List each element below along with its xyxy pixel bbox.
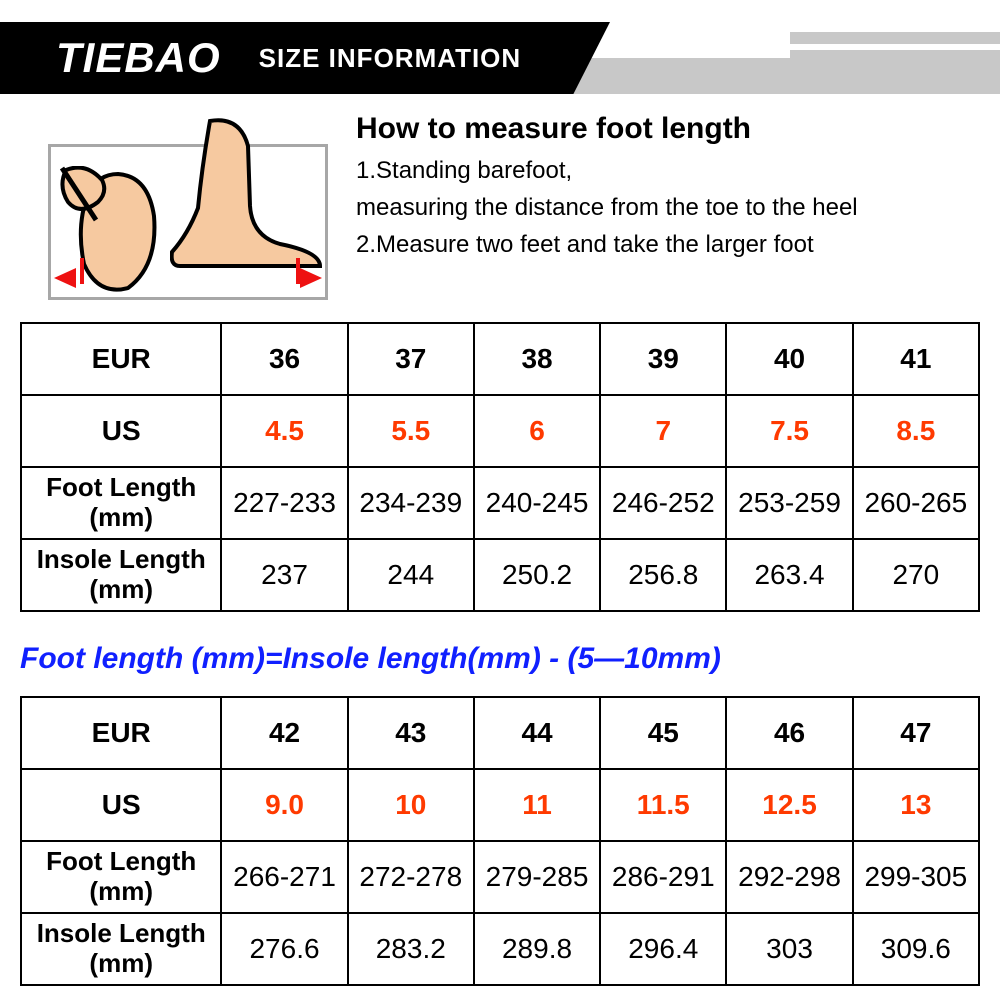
us-value: 10 [348, 769, 474, 841]
eur-value: 47 [853, 697, 979, 769]
table-row: Foot Length(mm) 227-233 234-239 240-245 … [21, 467, 979, 539]
eur-value: 37 [348, 323, 474, 395]
foot-length-value: 266-271 [221, 841, 347, 913]
header-subtitle: SIZE INFORMATION [259, 43, 522, 74]
insole-length-value: 270 [853, 539, 979, 611]
us-value: 6 [474, 395, 600, 467]
insole-length-value: 289.8 [474, 913, 600, 985]
eur-value: 38 [474, 323, 600, 395]
eur-value: 45 [600, 697, 726, 769]
foot-length-value: 286-291 [600, 841, 726, 913]
us-label: US [21, 395, 221, 467]
eur-label: EUR [21, 323, 221, 395]
insole-length-value: 244 [348, 539, 474, 611]
marker-tick-right [296, 258, 300, 284]
foot-length-label: Foot Length(mm) [21, 467, 221, 539]
foot-illustration [0, 106, 356, 306]
eur-value: 39 [600, 323, 726, 395]
eur-value: 41 [853, 323, 979, 395]
us-value: 4.5 [221, 395, 347, 467]
insole-length-label: Insole Length(mm) [21, 913, 221, 985]
marker-arrow-right-icon [300, 268, 322, 288]
instructions-block: How to measure foot length 1.Standing ba… [0, 106, 1000, 310]
header-black-bar: TIEBAO SIZE INFORMATION [0, 22, 610, 94]
insole-length-value: 263.4 [726, 539, 852, 611]
instructions-text: How to measure foot length 1.Standing ba… [356, 106, 1000, 310]
insole-length-value: 256.8 [600, 539, 726, 611]
insole-length-value: 250.2 [474, 539, 600, 611]
insole-length-label: Insole Length(mm) [21, 539, 221, 611]
instructions-line2: measuring the distance from the toe to t… [356, 189, 1000, 226]
us-value: 7 [600, 395, 726, 467]
eur-label: EUR [21, 697, 221, 769]
us-label: US [21, 769, 221, 841]
foot-length-value: 299-305 [853, 841, 979, 913]
conversion-formula: Foot length (mm)=Insole length(mm) - (5—… [20, 642, 721, 676]
foot-length-value: 260-265 [853, 467, 979, 539]
marker-arrow-left-icon [54, 268, 76, 288]
us-value: 12.5 [726, 769, 852, 841]
foot-length-value: 272-278 [348, 841, 474, 913]
table-row: Insole Length(mm) 276.6 283.2 289.8 296.… [21, 913, 979, 985]
marker-tick-left [80, 258, 84, 284]
insole-length-value: 309.6 [853, 913, 979, 985]
table-row: EUR 36 37 38 39 40 41 [21, 323, 979, 395]
size-table-1: EUR 36 37 38 39 40 41 US 4.5 5.5 6 7 7.5… [20, 322, 980, 612]
us-value: 7.5 [726, 395, 852, 467]
size-table-2: EUR 42 43 44 45 46 47 US 9.0 10 11 11.5 … [20, 696, 980, 986]
table-row: Foot Length(mm) 266-271 272-278 279-285 … [21, 841, 979, 913]
insole-length-value: 237 [221, 539, 347, 611]
eur-value: 46 [726, 697, 852, 769]
insole-length-value: 296.4 [600, 913, 726, 985]
foot-length-value: 253-259 [726, 467, 852, 539]
us-value: 13 [853, 769, 979, 841]
eur-value: 44 [474, 697, 600, 769]
table-row: US 9.0 10 11 11.5 12.5 13 [21, 769, 979, 841]
foot-length-value: 240-245 [474, 467, 600, 539]
foot-side-icon [170, 116, 330, 276]
foot-length-value: 246-252 [600, 467, 726, 539]
foot-length-value: 292-298 [726, 841, 852, 913]
us-value: 11.5 [600, 769, 726, 841]
us-value: 9.0 [221, 769, 347, 841]
insole-length-value: 276.6 [221, 913, 347, 985]
us-value: 11 [474, 769, 600, 841]
insole-length-value: 303 [726, 913, 852, 985]
table-row: US 4.5 5.5 6 7 7.5 8.5 [21, 395, 979, 467]
brand-name: TIEBAO [56, 34, 221, 82]
header-banner: TIEBAO SIZE INFORMATION [0, 22, 1000, 102]
foot-length-value: 234-239 [348, 467, 474, 539]
us-value: 8.5 [853, 395, 979, 467]
eur-value: 43 [348, 697, 474, 769]
insole-length-value: 283.2 [348, 913, 474, 985]
foot-length-value: 279-285 [474, 841, 600, 913]
instructions-line1: 1.Standing barefoot, [356, 152, 1000, 189]
foot-length-label: Foot Length(mm) [21, 841, 221, 913]
instructions-title: How to measure foot length [356, 112, 1000, 146]
eur-value: 36 [221, 323, 347, 395]
us-value: 5.5 [348, 395, 474, 467]
foot-top-icon [58, 166, 178, 296]
foot-length-value: 227-233 [221, 467, 347, 539]
eur-value: 42 [221, 697, 347, 769]
table-row: Insole Length(mm) 237 244 250.2 256.8 26… [21, 539, 979, 611]
table-row: EUR 42 43 44 45 46 47 [21, 697, 979, 769]
instructions-line3: 2.Measure two feet and take the larger f… [356, 226, 1000, 263]
eur-value: 40 [726, 323, 852, 395]
